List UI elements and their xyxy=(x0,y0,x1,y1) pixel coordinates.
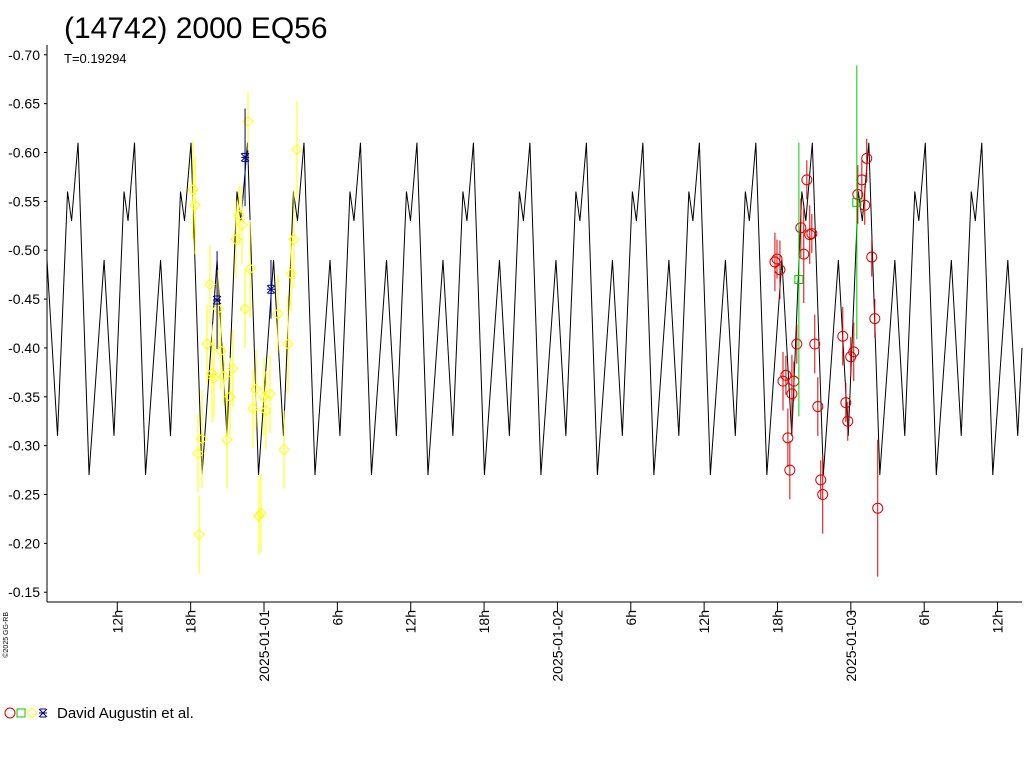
data-point xyxy=(196,433,208,445)
y-tick-label: -0.70 xyxy=(8,47,40,63)
data-point xyxy=(769,256,781,268)
legend-symbol xyxy=(16,708,26,718)
data-point xyxy=(815,474,827,486)
data-point xyxy=(774,264,786,276)
x-tick-label: 12h xyxy=(403,610,419,633)
data-point xyxy=(872,502,884,514)
data-point xyxy=(227,362,239,375)
x-tick-label: 18h xyxy=(183,610,199,633)
x-tick-label: 6h xyxy=(623,610,639,626)
data-point xyxy=(247,402,259,415)
data-point xyxy=(193,528,205,541)
x-tick-label: 6h xyxy=(916,610,932,626)
data-point xyxy=(258,391,270,403)
x-tick-label: 18h xyxy=(769,610,785,633)
legend-symbol xyxy=(4,707,16,719)
data-point xyxy=(291,143,303,156)
data-point xyxy=(794,275,804,285)
data-point xyxy=(253,510,265,522)
data-point xyxy=(777,375,789,387)
data-point xyxy=(239,303,251,315)
data-point xyxy=(244,263,256,275)
x-tick-label: 2025-01-03 xyxy=(843,610,859,682)
data-point xyxy=(782,432,794,444)
data-point xyxy=(221,434,233,446)
data-point xyxy=(817,489,829,501)
data-point xyxy=(189,199,201,211)
x-tick-label: 12h xyxy=(990,610,1006,633)
data-point xyxy=(187,183,199,196)
data-point xyxy=(771,253,783,265)
data-point xyxy=(791,338,803,350)
x-tick-label: 12h xyxy=(696,610,712,633)
data-point xyxy=(266,284,276,294)
y-tick-label: -0.25 xyxy=(8,487,40,503)
data-point xyxy=(218,370,230,382)
data-point xyxy=(206,367,218,380)
data-point xyxy=(230,233,242,246)
y-tick-label: -0.45 xyxy=(8,291,40,307)
data-point xyxy=(224,391,236,403)
legend-symbol xyxy=(38,708,48,718)
data-point xyxy=(861,152,873,164)
x-tick-label: 2025-01-01 xyxy=(256,610,272,682)
data-point xyxy=(809,338,821,350)
data-point xyxy=(786,388,798,400)
y-tick-label: -0.40 xyxy=(8,340,40,356)
data-point xyxy=(236,219,248,231)
data-point xyxy=(806,228,818,240)
data-point xyxy=(859,199,871,211)
data-point xyxy=(801,174,813,186)
data-point xyxy=(278,443,290,456)
data-point xyxy=(212,295,222,305)
data-point xyxy=(795,222,807,234)
data-point xyxy=(192,447,204,460)
y-tick-label: -0.65 xyxy=(8,96,40,112)
y-tick-label: -0.35 xyxy=(8,389,40,405)
data-point xyxy=(780,369,792,381)
y-tick-label: -0.50 xyxy=(8,242,40,258)
data-point xyxy=(837,330,849,342)
data-point xyxy=(869,313,881,325)
data-point xyxy=(260,404,272,417)
data-point xyxy=(842,415,854,427)
data-point xyxy=(255,507,267,519)
data-point xyxy=(852,189,864,201)
data-point xyxy=(784,464,796,476)
data-point xyxy=(233,209,245,221)
data-point xyxy=(285,267,297,280)
data-point xyxy=(250,383,262,395)
chart-title: (14742) 2000 EQ56 xyxy=(64,12,328,45)
legend-label: David Augustin et al. xyxy=(57,705,194,722)
credit: ©2025 GG-RB xyxy=(2,612,10,658)
data-point xyxy=(840,397,852,409)
y-tick-label: -0.55 xyxy=(8,193,40,209)
x-tick-label: 6h xyxy=(329,610,345,626)
model-curve xyxy=(46,142,1023,475)
data-point xyxy=(208,372,220,384)
x-tick-label: 18h xyxy=(476,610,492,633)
y-tick-label: -0.15 xyxy=(8,584,40,600)
data-point xyxy=(866,251,878,263)
data-point xyxy=(204,278,216,291)
data-point xyxy=(212,303,224,315)
y-tick-label: -0.30 xyxy=(8,438,40,454)
x-tick-label: 12h xyxy=(109,610,125,633)
data-point xyxy=(282,338,294,350)
data-point xyxy=(848,346,860,358)
y-tick-label: -0.20 xyxy=(8,535,40,551)
data-point xyxy=(288,233,300,246)
data-point xyxy=(272,308,284,320)
data-point xyxy=(264,388,276,400)
data-point xyxy=(812,401,824,413)
data-point xyxy=(215,345,227,357)
x-tick-label: 2025-01-02 xyxy=(549,610,565,682)
y-tick-label: -0.60 xyxy=(8,144,40,160)
data-point xyxy=(852,197,862,207)
data-point xyxy=(240,152,250,162)
chart-subtitle: T=0.19294 xyxy=(64,51,127,66)
legend-symbol xyxy=(26,707,38,719)
data-point xyxy=(201,338,213,350)
